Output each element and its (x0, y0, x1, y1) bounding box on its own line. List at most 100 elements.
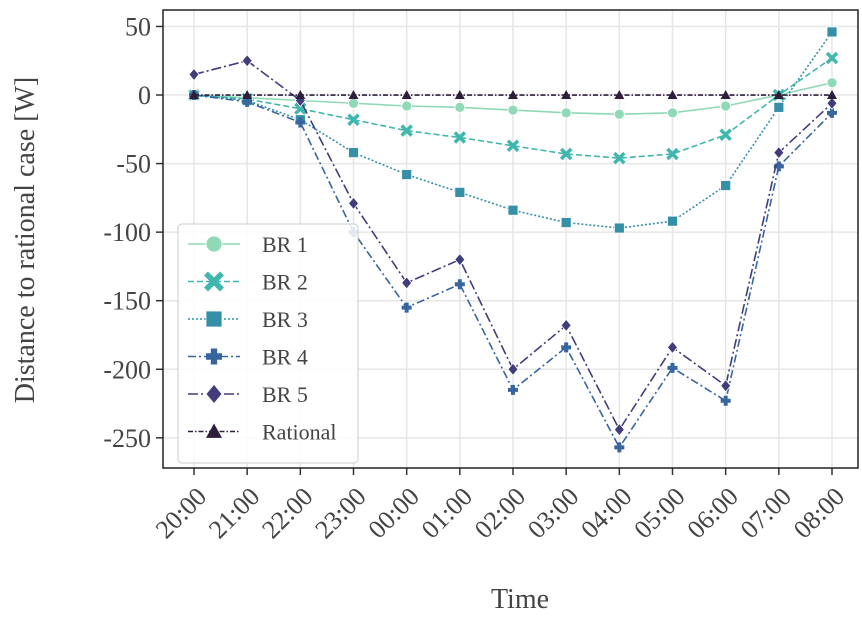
legend-box (177, 223, 359, 464)
legend-label: BR 1 (262, 232, 308, 257)
marker (667, 90, 678, 100)
marker (454, 279, 465, 290)
marker (348, 97, 359, 109)
x-tick-label: 22:00 (256, 482, 318, 544)
marker (347, 113, 360, 126)
marker (347, 196, 360, 210)
marker (667, 107, 678, 119)
marker (614, 90, 625, 100)
x-tick-label: 01:00 (416, 482, 478, 544)
marker (827, 90, 837, 100)
marker (295, 117, 306, 128)
x-tick-label: 06:00 (682, 482, 744, 544)
legend-label: BR 4 (262, 345, 308, 370)
marker (614, 442, 625, 453)
marker (560, 217, 572, 228)
marker (188, 67, 200, 82)
marker (719, 128, 732, 142)
marker (401, 302, 412, 313)
marker (454, 252, 466, 267)
marker (241, 54, 253, 68)
x-tick-label: 20:00 (150, 482, 212, 544)
marker (560, 318, 572, 333)
marker (613, 422, 625, 437)
marker (508, 90, 518, 100)
marker (826, 77, 838, 89)
marker (720, 180, 732, 191)
y-tick-label: -100 (103, 218, 151, 247)
legend-label: Rational (262, 420, 337, 445)
series (189, 90, 837, 100)
marker (401, 276, 413, 290)
y-tick-label: -250 (103, 424, 151, 453)
x-tick-label: 23:00 (309, 482, 371, 544)
legend-label: BR 2 (262, 270, 308, 295)
x-tick-label: 05:00 (628, 482, 690, 544)
y-tick-label: 0 (138, 81, 151, 110)
plot-frame (162, 9, 859, 469)
marker (773, 101, 785, 113)
x-tick-label: 21:00 (203, 482, 265, 544)
marker (507, 204, 519, 216)
marker (667, 362, 678, 373)
marker (666, 147, 679, 161)
marker (400, 124, 413, 137)
marker (826, 96, 838, 110)
marker (204, 271, 224, 292)
marker (506, 139, 520, 152)
series (188, 54, 838, 437)
marker (613, 151, 626, 165)
x-axis-label: Time (491, 584, 549, 615)
marker (401, 100, 413, 112)
marker (559, 147, 573, 161)
marker (561, 342, 572, 353)
y-axis-label: Distance to rational case [W] (10, 77, 41, 404)
x-tick-label: 00:00 (363, 482, 425, 544)
marker (667, 215, 678, 227)
x-tick-label: 07:00 (735, 482, 797, 544)
marker (401, 90, 412, 100)
marker (295, 90, 306, 100)
marker (348, 90, 359, 100)
marker (773, 145, 785, 160)
y-tick-label: 50 (125, 12, 151, 41)
legend-label: BR 5 (262, 382, 308, 407)
marker (401, 169, 413, 180)
marker (348, 147, 359, 159)
marker (507, 362, 519, 376)
marker (453, 131, 467, 144)
marker (454, 90, 465, 100)
marker (206, 348, 222, 365)
marker (720, 100, 732, 112)
marker (560, 107, 572, 119)
legend: BR 1 BR 2 BR 3 BR 4 BR 5 Rational (177, 223, 359, 464)
marker (507, 104, 519, 116)
marker (613, 222, 625, 234)
marker (189, 90, 199, 100)
marker (205, 310, 223, 328)
marker (613, 108, 625, 120)
marker (561, 90, 572, 100)
x-tick-label: 08:00 (788, 482, 850, 544)
y-tick-label: -50 (116, 150, 151, 179)
legend-label: BR 3 (262, 307, 308, 332)
marker (825, 51, 839, 65)
marker (773, 90, 784, 100)
marker (454, 186, 466, 198)
marker (720, 90, 731, 100)
marker (720, 395, 731, 406)
x-tick-label: 02:00 (469, 482, 531, 544)
marker (242, 90, 253, 100)
x-tick-label: 03:00 (522, 482, 584, 544)
marker (205, 383, 223, 405)
marker (666, 340, 679, 354)
marker (454, 101, 466, 113)
marker (205, 235, 223, 253)
marker (508, 384, 518, 395)
y-tick-label: -200 (103, 355, 151, 384)
y-tick-label: -150 (103, 287, 151, 316)
marker (826, 26, 838, 38)
x-tick-label: 04:00 (575, 482, 637, 544)
marker (206, 423, 222, 438)
